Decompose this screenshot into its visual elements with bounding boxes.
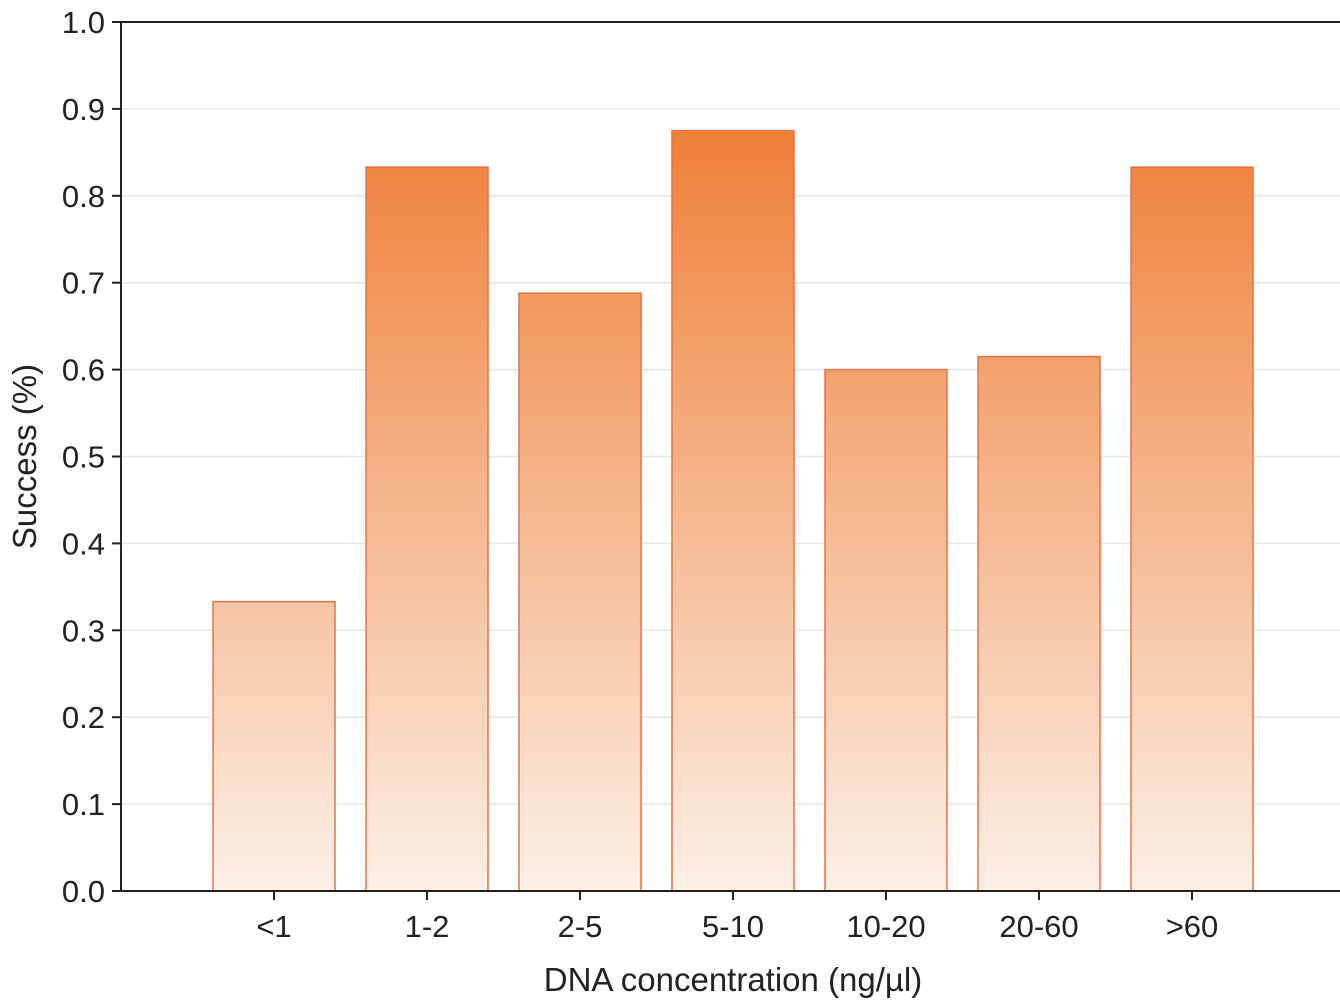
y-tick-label: 0.5 — [62, 440, 105, 475]
bar-3 — [671, 129, 795, 892]
y-tick-label: 0.9 — [62, 92, 105, 127]
bars — [212, 129, 1254, 892]
y-tick-label: 0.8 — [62, 179, 105, 214]
axis-frame — [120, 21, 1340, 892]
bar-4 — [824, 368, 948, 892]
x-tick-labels: <1 1-2 2-5 5-10 10-20 20-60 >60 — [256, 909, 1218, 944]
y-tick-label: 0.1 — [62, 787, 105, 822]
x-tick-label: >60 — [1166, 909, 1219, 944]
bar-1 — [365, 166, 489, 892]
x-axis-label: DNA concentration (ng/µl) — [544, 961, 923, 998]
y-tick-label: 0.3 — [62, 613, 105, 648]
y-axis-label: Success (%) — [6, 364, 43, 549]
y-tick-label: 0.7 — [62, 266, 105, 301]
x-tick-label: 20-60 — [999, 909, 1078, 944]
y-tick-label: 0.2 — [62, 700, 105, 735]
bar-2 — [518, 292, 642, 892]
bar-5 — [977, 355, 1101, 892]
y-tick-labels: 0.0 0.1 0.2 0.3 0.4 0.5 0.6 0.7 0.8 0.9 1.0 — [62, 5, 105, 909]
y-tick-label: 0.6 — [62, 353, 105, 388]
bar-6 — [1130, 166, 1254, 892]
x-tick-label: <1 — [256, 909, 291, 944]
x-tick-label: 2-5 — [558, 909, 603, 944]
x-tick-label: 10-20 — [846, 909, 925, 944]
y-tick-label: 0.0 — [62, 874, 105, 909]
x-tick-label: 1-2 — [405, 909, 450, 944]
bar-0 — [212, 600, 336, 892]
y-tick-label: 1.0 — [62, 5, 105, 40]
x-tick-label: 5-10 — [702, 909, 764, 944]
axes — [112, 21, 1340, 900]
y-tick-label: 0.4 — [62, 526, 105, 561]
